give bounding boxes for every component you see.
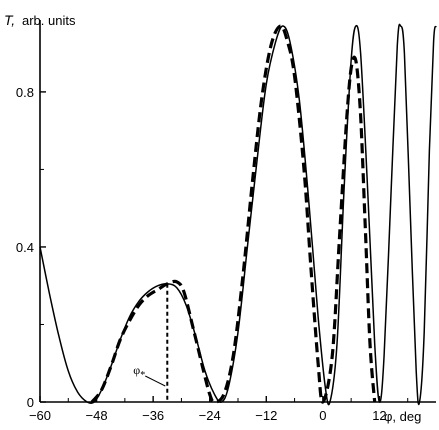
plot-axes — [39, 20, 436, 403]
phi-star-pointer — [145, 375, 166, 387]
y-axis-units: arb. units — [22, 13, 76, 28]
plot-series — [39, 23, 437, 406]
x-tick-label: −48 — [86, 408, 108, 423]
x-axis-label: φ, deg — [384, 409, 421, 424]
y-tick-label: 0.8 — [16, 85, 34, 100]
solid-series-line — [39, 23, 437, 406]
x-tick-label: 12 — [372, 408, 386, 423]
y-tick-label: 0.4 — [16, 240, 34, 255]
x-tick-label: −36 — [142, 408, 164, 423]
y-axis-symbol: T, — [4, 12, 15, 28]
x-tick-label: 0 — [319, 408, 326, 423]
x-tick-label: −24 — [199, 408, 221, 423]
dashed-series-line — [90, 24, 377, 404]
x-tick-label: −60 — [29, 408, 51, 423]
phi-star-label: φ* — [133, 363, 145, 381]
x-tick-label: −12 — [255, 408, 277, 423]
tick-labels: −60 −48 −36 −24 −12 0 12 0 0.4 0.8 — [16, 85, 387, 423]
phi-star-annotation: φ* — [133, 283, 169, 402]
y-tick-label: 0 — [27, 395, 34, 410]
y-axis-title: T, arb. units — [4, 12, 76, 28]
